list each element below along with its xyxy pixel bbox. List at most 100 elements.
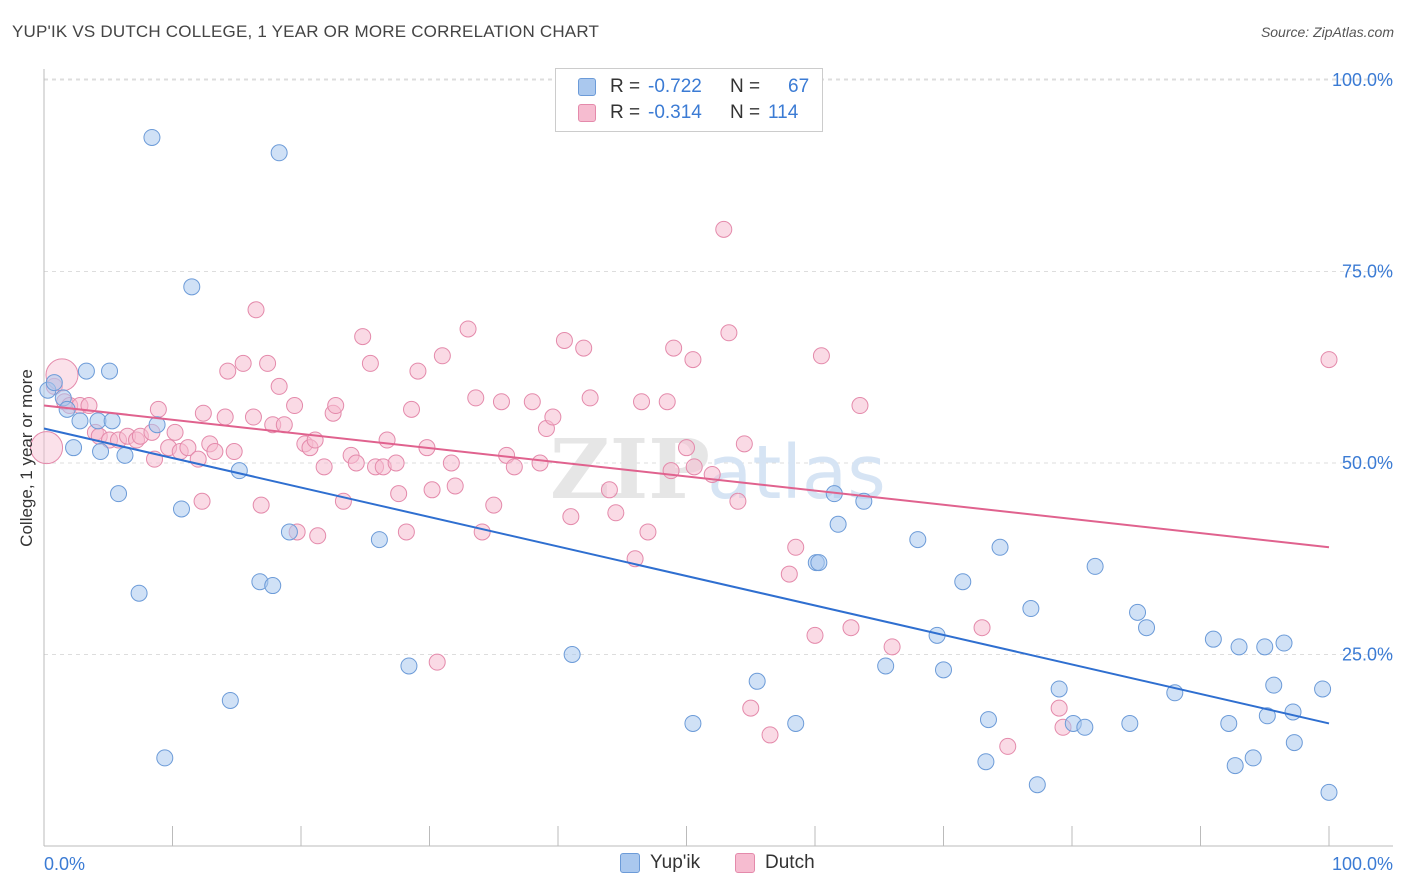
dutch-point bbox=[523, 393, 541, 411]
dutch-point bbox=[505, 458, 523, 476]
dutch-point bbox=[787, 538, 805, 556]
dutch-point bbox=[194, 404, 212, 422]
yupik-point bbox=[563, 646, 581, 663]
yupik-point bbox=[787, 714, 805, 732]
dutch-point bbox=[851, 397, 869, 415]
yupik-point bbox=[1076, 718, 1094, 736]
yupik-point bbox=[264, 577, 282, 595]
dutch-point bbox=[729, 492, 747, 510]
yupik-point bbox=[684, 714, 702, 732]
dutch-point bbox=[206, 443, 224, 461]
dutch-point bbox=[166, 423, 184, 441]
yupik-point bbox=[1258, 707, 1276, 725]
dutch-trend-line bbox=[43, 404, 1330, 549]
dutch-point bbox=[327, 397, 345, 415]
chart-title: YUP'IK VS DUTCH COLLEGE, 1 YEAR OR MORE … bbox=[12, 22, 600, 41]
dutch-point bbox=[225, 443, 243, 461]
dutch-point bbox=[234, 354, 252, 372]
yupik-point bbox=[183, 278, 201, 296]
yupik-point bbox=[909, 531, 927, 549]
dutch-point bbox=[423, 481, 441, 499]
yupik-point bbox=[130, 584, 148, 602]
dutch-point bbox=[354, 328, 372, 346]
legend-r-label: R = bbox=[610, 102, 646, 123]
yupik-point bbox=[1022, 600, 1040, 618]
yupik-point bbox=[65, 439, 83, 457]
bottom-legend-label-yupik: Yup'ik bbox=[650, 852, 701, 873]
dutch-point bbox=[735, 435, 753, 453]
yupik-point bbox=[1226, 757, 1244, 775]
yupik-point bbox=[110, 485, 128, 503]
dutch-point bbox=[247, 301, 265, 319]
dutch-point bbox=[883, 638, 901, 656]
dutch-point bbox=[397, 523, 415, 541]
dutch-point bbox=[309, 527, 327, 545]
x-tick-label-max: 100.0% bbox=[1332, 854, 1393, 874]
dutch-point bbox=[999, 737, 1017, 755]
yupik-point bbox=[1129, 603, 1147, 621]
legend-n-label: N = bbox=[730, 102, 766, 123]
dutch-point bbox=[806, 626, 824, 644]
legend-swatch-yupik bbox=[578, 78, 596, 96]
dutch-point bbox=[433, 347, 451, 365]
dutch-point bbox=[555, 331, 573, 349]
dutch-point bbox=[678, 439, 695, 457]
yupik-point bbox=[877, 657, 895, 675]
x-tick-labels: 0.0% 100.0% bbox=[44, 854, 1393, 874]
yupik-point bbox=[156, 749, 174, 767]
source-credit: Source: ZipAtlas.com bbox=[1260, 24, 1394, 40]
dutch-point bbox=[459, 320, 477, 338]
yupik-point bbox=[45, 374, 63, 392]
yupik-point bbox=[103, 412, 121, 430]
yupik-point bbox=[1284, 703, 1302, 721]
dutch-point bbox=[270, 377, 288, 395]
dutch-point bbox=[633, 393, 651, 411]
dutch-point bbox=[409, 362, 427, 380]
dutch-point bbox=[562, 508, 580, 526]
dutch-point bbox=[658, 393, 676, 411]
dutch-point bbox=[780, 565, 798, 583]
dutch-point bbox=[581, 389, 599, 407]
dutch-point bbox=[720, 324, 738, 342]
yupik-point bbox=[101, 362, 119, 380]
dutch-points bbox=[30, 220, 1338, 755]
dutch-point bbox=[715, 220, 733, 238]
dutch-point bbox=[742, 699, 760, 717]
legend-n-value: 67 bbox=[788, 76, 810, 97]
dutch-point bbox=[390, 485, 408, 503]
dutch-point bbox=[467, 389, 485, 407]
yupik-point bbox=[935, 661, 952, 679]
trend-lines bbox=[43, 404, 1330, 725]
legend-n-value: 114 bbox=[768, 102, 799, 123]
dutch-point bbox=[361, 354, 379, 372]
x-tick-label-min: 0.0% bbox=[44, 854, 85, 874]
y-tick-labels: 25.0% 50.0% 75.0% 100.0% bbox=[1332, 70, 1393, 665]
y-tick-label-50: 50.0% bbox=[1342, 453, 1393, 473]
dutch-point bbox=[179, 439, 197, 457]
dutch-point bbox=[193, 492, 211, 510]
dutch-point bbox=[639, 523, 657, 541]
dutch-point bbox=[315, 458, 333, 476]
yupik-point bbox=[143, 128, 161, 146]
yupik-point bbox=[1244, 749, 1262, 767]
dutch-point bbox=[684, 351, 702, 369]
dutch-point bbox=[403, 400, 421, 418]
yupik-point bbox=[748, 672, 766, 690]
dutch-point bbox=[275, 416, 293, 434]
dutch-point bbox=[149, 400, 167, 418]
dutch-point bbox=[685, 458, 703, 476]
dutch-point bbox=[485, 496, 503, 514]
yupik-point bbox=[810, 554, 828, 572]
dutch-point bbox=[761, 726, 779, 744]
yupik-point bbox=[280, 523, 298, 541]
yupik-point bbox=[1204, 630, 1222, 648]
legend-r-value: -0.314 bbox=[648, 102, 702, 123]
yupik-point bbox=[1086, 557, 1104, 575]
legend-r-value: -0.722 bbox=[648, 76, 702, 97]
legend-n-label: N = bbox=[730, 76, 766, 97]
dutch-point bbox=[842, 619, 860, 637]
dutch-point bbox=[347, 454, 365, 472]
yupik-point bbox=[221, 691, 239, 709]
yupik-point bbox=[92, 443, 110, 461]
